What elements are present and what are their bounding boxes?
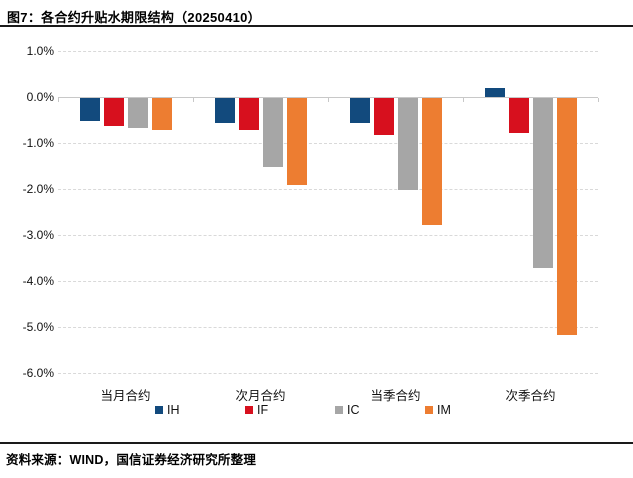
footer-divider <box>0 442 633 444</box>
basis-term-structure-chart: 1.0% 0.0% -1.0% -2.0% -3.0% -4.0% -5.0% -6.0% 当… <box>22 44 599 417</box>
y-tick-label: -2.0% <box>22 182 54 196</box>
x-category-label: 次月合约 <box>235 389 286 403</box>
x-axis-tick <box>58 98 59 102</box>
gridline <box>58 189 598 190</box>
bar-if-3 <box>373 98 394 135</box>
gridline <box>58 281 598 282</box>
bar-ic-1 <box>127 98 148 128</box>
legend-label: IM <box>437 403 451 417</box>
legend-swatch-icon <box>155 406 163 414</box>
bar-ic-2 <box>262 98 283 167</box>
bar-im-1 <box>151 98 172 131</box>
x-category-label: 次季合约 <box>505 389 556 403</box>
x-axis-tick <box>328 98 329 102</box>
legend-label: IH <box>167 403 180 417</box>
bar-ic-4 <box>532 98 553 269</box>
bar-ih-4 <box>484 87 505 97</box>
legend-swatch-icon <box>335 406 343 414</box>
legend-label: IC <box>347 403 360 417</box>
x-axis-tick <box>193 98 194 102</box>
legend-item-ih: IH <box>155 403 245 417</box>
y-tick-label: -5.0% <box>22 320 54 334</box>
bar-ih-2 <box>214 98 235 124</box>
bar-ic-3 <box>397 98 418 190</box>
source-note: 资料来源：WIND，国信证券经济研究所整理 <box>6 453 257 467</box>
legend-swatch-icon <box>425 406 433 414</box>
legend-item-im: IM <box>425 403 515 417</box>
x-category-label: 当月合约 <box>100 389 151 403</box>
x-axis-tick <box>598 98 599 102</box>
gridline <box>58 235 598 236</box>
bar-im-4 <box>556 98 577 335</box>
legend-label: IF <box>257 403 269 417</box>
y-tick-label: -1.0% <box>22 136 54 150</box>
gridline <box>58 51 598 52</box>
figure-title: 图7：各合约升贴水期限结构（20250410） <box>7 10 261 25</box>
y-tick-label: 1.0% <box>26 44 54 58</box>
gridline <box>58 143 598 144</box>
bar-ih-1 <box>79 98 100 121</box>
bar-if-4 <box>508 98 529 133</box>
bar-ih-3 <box>349 98 370 124</box>
y-tick-label: 0.0% <box>26 90 54 104</box>
y-tick-label: -4.0% <box>22 274 54 288</box>
legend-item-if: IF <box>245 403 335 417</box>
bar-if-1 <box>103 98 124 126</box>
chart-legend: IH IF IC IM <box>155 403 515 417</box>
x-category-label: 当季合约 <box>370 389 421 403</box>
title-divider <box>0 25 633 27</box>
y-tick-label: -6.0% <box>22 366 54 380</box>
gridline <box>58 373 598 374</box>
bar-im-2 <box>286 98 307 186</box>
bar-if-2 <box>238 98 259 131</box>
zero-axis-line <box>58 97 598 98</box>
legend-item-ic: IC <box>335 403 425 417</box>
y-tick-label: -3.0% <box>22 228 54 242</box>
x-axis-tick <box>463 98 464 102</box>
bar-im-3 <box>421 98 442 225</box>
legend-swatch-icon <box>245 406 253 414</box>
gridline <box>58 327 598 328</box>
